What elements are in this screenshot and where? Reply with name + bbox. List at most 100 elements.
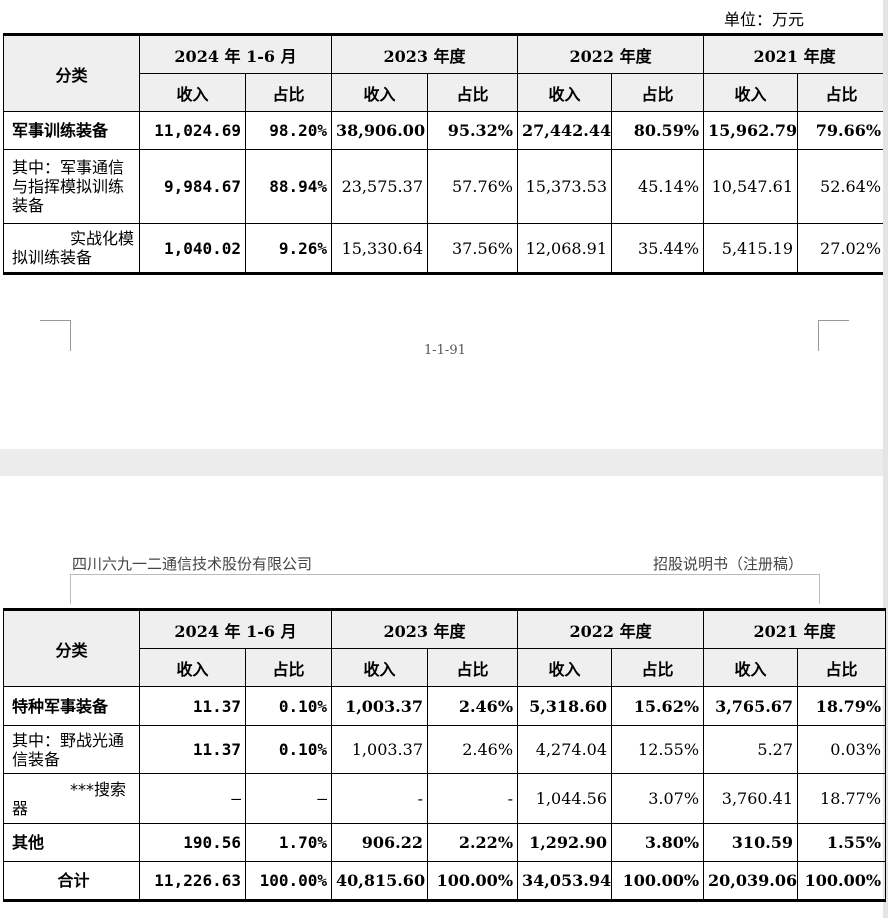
cell: 34,053.94 (517, 861, 613, 901)
cell: 1,040.02 (139, 223, 246, 274)
cell: 3.80% (611, 823, 705, 862)
cell: 11.37 (139, 725, 246, 774)
cell: 0.10% (245, 686, 332, 726)
revenue-table-top: 分类 2024 年 1-6 月 2023 年度 2022 年度 2021 年度 … (3, 33, 887, 275)
cell: 9,984.67 (139, 149, 246, 224)
cell: 20,039.06 (703, 861, 799, 901)
corner-mark (818, 320, 849, 351)
cell: 9.26% (245, 223, 332, 274)
cell: - (426, 773, 519, 824)
cell: 18.79% (797, 686, 887, 726)
header-revenue: 收入 (331, 73, 428, 112)
cell: 52.64% (797, 149, 887, 224)
cell: 3,760.41 (703, 773, 799, 824)
header-share: 占比 (426, 73, 519, 112)
header-period: 2021 年度 (703, 609, 887, 649)
header-revenue: 收入 (139, 648, 246, 687)
header-document: 招股说明书（注册稿） (653, 555, 804, 573)
cell: 37.56% (426, 223, 519, 274)
cell: 11.37 (139, 686, 246, 726)
corner-mark (70, 574, 71, 604)
cell: 11,226.63 (139, 861, 246, 901)
table-row: 其他 190.56 1.70% 906.22 2.22% 1,292.90 3.… (3, 823, 887, 862)
header-share: 占比 (245, 73, 332, 112)
cell: 2.22% (426, 823, 519, 862)
header-revenue: 收入 (703, 648, 799, 687)
cell: 98.20% (245, 111, 332, 150)
table-row-total: 合计 11,226.63 100.00% 40,815.60 100.00% 3… (3, 861, 887, 901)
header-period: 2023 年度 (330, 34, 519, 74)
cell: 11,024.69 (139, 111, 246, 150)
cell: 1,003.37 (331, 686, 428, 726)
cell: – (139, 773, 246, 824)
cell: 100.00% (245, 861, 332, 901)
header-revenue: 收入 (517, 648, 613, 687)
cell: 1,003.37 (331, 725, 428, 774)
cell: 2.46% (426, 686, 519, 726)
header-revenue: 收入 (517, 73, 613, 112)
cell: 906.22 (331, 823, 428, 862)
unit-label: 单位：万元 (724, 10, 805, 29)
table-row: 其中：野战光通信装备 11.37 0.10% 1,003.37 2.46% 4,… (3, 725, 887, 774)
cell: 3.07% (611, 773, 705, 824)
cell: 4,274.04 (517, 725, 613, 774)
cell: 100.00% (426, 861, 519, 901)
cell: 27.02% (797, 223, 887, 274)
cell: 0.03% (797, 725, 887, 774)
cell: 190.56 (139, 823, 246, 862)
cell: 0.10% (245, 725, 332, 774)
cell: 100.00% (797, 861, 887, 901)
cell: 57.76% (426, 149, 519, 224)
scroll-gutter (883, 0, 888, 918)
header-share: 占比 (797, 73, 887, 112)
header-share: 占比 (426, 648, 519, 687)
header-share: 占比 (797, 648, 887, 687)
header-revenue: 收入 (331, 648, 428, 687)
cell: 27,442.44 (517, 111, 613, 150)
cell: 40,815.60 (331, 861, 428, 901)
row-label: ***搜索器 (3, 773, 140, 824)
cell: 79.66% (797, 111, 887, 150)
cell: 15,962.79 (703, 111, 799, 150)
table-row: 实战化模拟训练装备 1,040.02 9.26% 15,330.64 37.56… (3, 223, 887, 274)
cell: 2.46% (426, 725, 519, 774)
cell: 12.55% (611, 725, 705, 774)
header-share: 占比 (245, 648, 332, 687)
header-category: 分类 (3, 34, 140, 112)
header-period: 2024 年 1-6 月 (139, 34, 332, 74)
row-label: 其中：军事通信与指挥模拟训练装备 (3, 149, 140, 224)
corner-mark (819, 574, 820, 604)
cell: 23,575.37 (331, 149, 428, 224)
cell: 1,044.56 (517, 773, 613, 824)
header-period: 2022 年度 (517, 609, 705, 649)
cell: 80.59% (611, 111, 705, 150)
cell: 18.77% (797, 773, 887, 824)
cell: 15.62% (611, 686, 705, 726)
row-label: 其中：野战光通信装备 (3, 725, 140, 774)
cell: 35.44% (611, 223, 705, 274)
header-period: 2022 年度 (517, 34, 705, 74)
cell: 10,547.61 (703, 149, 799, 224)
cell: 310.59 (703, 823, 799, 862)
cell: 88.94% (245, 149, 332, 224)
cell: 38,906.00 (331, 111, 428, 150)
header-period: 2021 年度 (703, 34, 887, 74)
cell: 1,292.90 (517, 823, 613, 862)
cell: 1.70% (245, 823, 332, 862)
cell: – (245, 773, 332, 824)
row-label: 军事训练装备 (3, 111, 140, 150)
cell: 5,415.19 (703, 223, 799, 274)
cell: 95.32% (426, 111, 519, 150)
header-revenue: 收入 (703, 73, 799, 112)
header-period: 2024 年 1-6 月 (139, 609, 332, 649)
cell: 45.14% (611, 149, 705, 224)
header-period: 2023 年度 (330, 609, 519, 649)
page-gap (0, 449, 888, 476)
table-row: 军事训练装备 11,024.69 98.20% 38,906.00 95.32%… (3, 111, 887, 150)
row-label: 其他 (3, 823, 140, 862)
cell: 3,765.67 (703, 686, 799, 726)
page-number: 1-1-91 (424, 343, 466, 358)
header-share: 占比 (611, 73, 705, 112)
row-label: 特种军事装备 (3, 686, 140, 726)
cell: 1.55% (797, 823, 887, 862)
